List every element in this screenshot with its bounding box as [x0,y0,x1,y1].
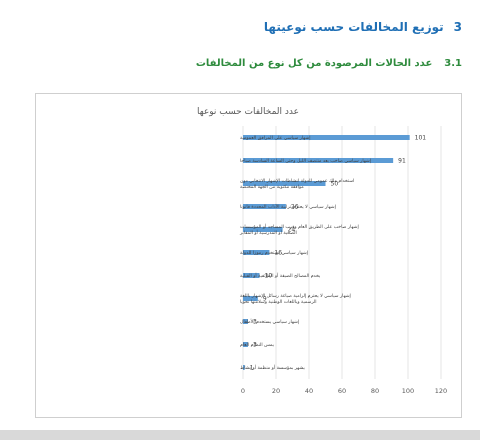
data-label: 1 [250,365,254,372]
x-tick-label: 20 [272,387,280,395]
bar [243,181,326,186]
bar [243,135,410,140]
bar [243,273,260,278]
grid-lines [242,126,442,379]
category-label: إشهار سياسي لا يحترم إلزامية صياغة رسائل… [240,294,352,305]
category-label: إشهار سياسي يستخدم الأطفال [240,318,300,325]
bar [243,342,248,347]
x-axis-ticks: 0 20 40 60 80 100 120 [241,387,447,395]
section-number: 3 [453,20,462,34]
category-label: إشهار سياسي يستخدم رموزا للدولة [240,251,309,256]
category-label: إشهار صاخب على الطريق العام وقرب المساجد… [239,223,359,236]
bars: 101 91 50 26 24 16 10 9 3 3 1 [243,135,426,372]
data-label: 16 [274,250,282,257]
bar-chart: عدد المخالفات حسب نوعها 1019150262416109… [197,107,447,395]
category-labels: إشهار سياسي على المرافق العمومية إشهار سي… [239,136,372,371]
x-tick-label: 100 [402,387,414,395]
x-tick-label: 60 [338,387,346,395]
chart-frame: عدد المخالفات حسب نوعها 101 91 50 26 24 16 10 9… [35,93,462,418]
x-tick-label: 120 [435,387,447,395]
subsection-number: 3.1 [444,58,462,69]
bar [243,227,283,232]
category-label: إشهار سياسي صاخب بعد منتصف الليل وحتى ال… [240,159,372,164]
category-label: إشهار سياسي لا يحترم ترابية الآداب المحد… [240,204,337,210]
data-label: 3 [253,319,257,326]
data-label: 91 [398,158,406,165]
data-label: 101 [415,135,427,142]
bar [243,319,248,324]
category-label: إشهار سياسي على المرافق العمومية [240,136,311,141]
bar [243,365,245,370]
bar [243,204,286,209]
subsection-title: عدد الحالات المرصودة من كل نوع من المخال… [195,58,433,69]
x-tick-label: 0 [241,387,245,395]
x-tick-label: 80 [371,387,379,395]
category-label: استخدام ملك عمومي للدولة لنشاطات الإشهار… [240,179,354,190]
section-title: توزيع المخالفات حسب نوعيتها [263,20,444,34]
category-label: يشهر بمؤسسة أو منظمة أو نشاط [240,364,306,371]
bar [243,158,394,163]
data-label: 24 [288,227,296,234]
bar [243,250,270,255]
data-label: 9 [263,296,267,303]
data-label: 3 [253,342,257,349]
bar [243,296,258,301]
data-label: 26 [291,204,299,211]
data-label: 10 [265,273,273,280]
x-tick-label: 40 [305,387,313,395]
subsection-heading: 3.1 عدد الحالات المرصودة من كل نوع من الم… [196,58,462,69]
data-label: 50 [331,181,339,188]
section-heading: 3 توزيع المخالفات حسب نوعيتها [264,20,462,34]
category-label: يمس النظام العام [240,343,275,348]
category-label: يخدم المصالح الضيقة أو الطائفية أو القبل… [240,272,321,279]
chart-title: عدد المخالفات حسب نوعها [197,107,299,117]
